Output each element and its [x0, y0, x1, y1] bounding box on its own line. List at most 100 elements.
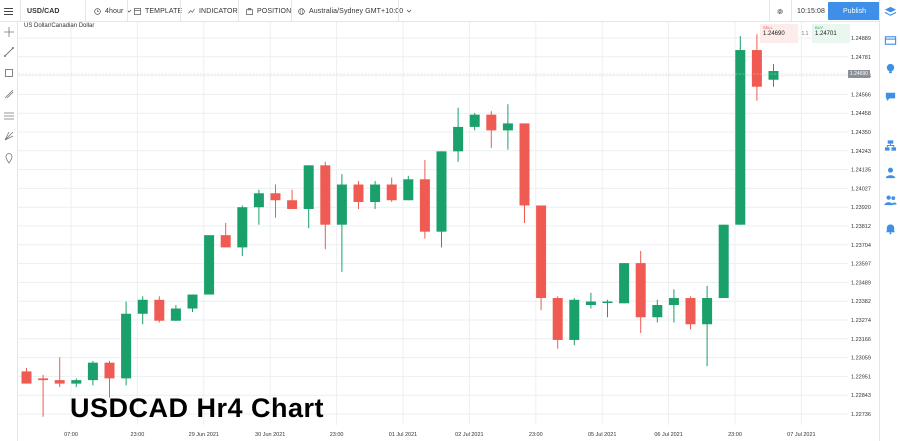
- candle-body: [253, 193, 264, 208]
- chart-grid: [18, 22, 848, 425]
- candle: [370, 181, 381, 209]
- x-tick-label: 02 Jul 2021: [455, 432, 483, 438]
- fib-icon[interactable]: [3, 88, 15, 100]
- candle-body: [419, 179, 430, 232]
- marker-icon[interactable]: [3, 152, 15, 164]
- y-tick-label: 1.24243: [851, 149, 871, 155]
- candle-body: [237, 207, 248, 248]
- candle: [38, 374, 49, 417]
- timezone-select[interactable]: Australia/Sydney GMT+10:00: [298, 0, 416, 22]
- candle: [353, 181, 364, 209]
- candle-body: [519, 123, 530, 206]
- candle-body: [685, 298, 696, 325]
- menu-button[interactable]: [3, 0, 17, 22]
- users-icon[interactable]: [884, 193, 897, 206]
- indicator-icon: [188, 8, 195, 13]
- candle-body: [54, 380, 65, 384]
- candle: [104, 360, 115, 398]
- candle: [436, 151, 447, 248]
- symbol-search[interactable]: USD/CAD: [27, 7, 60, 15]
- gann-icon[interactable]: [3, 130, 15, 142]
- timeframe-select[interactable]: 4hour: [94, 0, 136, 22]
- idea-icon[interactable]: [884, 62, 897, 75]
- chevron-down-icon: [127, 9, 132, 13]
- template-button[interactable]: TEMPLATE: [134, 0, 182, 22]
- candle-body: [220, 235, 231, 248]
- chat-icon[interactable]: [884, 90, 897, 103]
- candle: [536, 205, 547, 311]
- candle-body: [38, 378, 49, 381]
- y-tick-label: 1.24458: [851, 111, 871, 117]
- position-button[interactable]: POSITION: [246, 0, 291, 22]
- y-tick-label: 1.23382: [851, 299, 871, 305]
- buy-button[interactable]: BUY 1.24701: [812, 24, 850, 43]
- candle-body: [71, 380, 82, 384]
- x-tick-label: 23:00: [728, 432, 742, 438]
- layers-icon[interactable]: [884, 5, 897, 18]
- widget-icon[interactable]: [884, 34, 897, 47]
- candle-body: [137, 299, 148, 314]
- rectangle-icon[interactable]: [3, 67, 15, 79]
- x-axis: 07:00 23:00 29 Jun 2021 30 Jun 2021 23:00 01 …: [64, 432, 816, 438]
- right-sidebar: [879, 0, 900, 441]
- indicator-button[interactable]: INDICATOR: [188, 0, 238, 22]
- bell-icon[interactable]: [884, 222, 897, 235]
- x-tick-label: 30 Jun 2021: [255, 432, 285, 438]
- candle: [187, 294, 198, 313]
- x-tick-label: 06 Jul 2021: [654, 432, 682, 438]
- hamburger-icon: [3, 7, 13, 15]
- candle: [718, 224, 729, 299]
- candle: [121, 301, 132, 386]
- template-label: TEMPLATE: [145, 7, 183, 15]
- y-tick-label: 1.24350: [851, 130, 871, 136]
- x-tick-label: 05 Jul 2021: [588, 432, 616, 438]
- candle-body: [320, 165, 331, 225]
- sell-button[interactable]: SELL 1.24690: [760, 24, 798, 43]
- x-tick-label: 07:00: [64, 432, 78, 438]
- hierarchy-icon[interactable]: [884, 139, 897, 152]
- candle: [502, 104, 513, 150]
- globe-icon: [298, 7, 305, 15]
- x-tick-label: 23:00: [529, 432, 543, 438]
- y-tick-label: 1.23274: [851, 318, 871, 324]
- candle: [237, 205, 248, 257]
- candle-body: [386, 184, 397, 201]
- candle-body: [154, 299, 165, 321]
- candle-body: [718, 224, 729, 299]
- candle-body: [536, 205, 547, 299]
- candle-body: [204, 235, 215, 295]
- crosshair-icon[interactable]: [3, 26, 15, 38]
- x-tick-label: 23:00: [131, 432, 145, 438]
- x-tick-label: 23:00: [330, 432, 344, 438]
- candle: [751, 34, 762, 101]
- candle-body: [502, 123, 513, 131]
- y-tick-label: 1.23489: [851, 280, 871, 286]
- candle-body: [21, 371, 32, 384]
- candle: [87, 360, 98, 386]
- candle: [21, 367, 32, 384]
- candle: [685, 296, 696, 330]
- channel-icon[interactable]: [3, 109, 15, 121]
- gear-icon: [777, 8, 783, 14]
- publish-button[interactable]: Publish: [828, 2, 881, 20]
- candle: [270, 184, 281, 218]
- candle: [602, 299, 613, 318]
- candle: [569, 298, 580, 346]
- user-icon[interactable]: [884, 166, 897, 179]
- y-tick-label: 1.24781: [851, 55, 871, 61]
- candle: [635, 250, 646, 333]
- y-tick-label: 1.23166: [851, 337, 871, 343]
- candle-body: [735, 50, 746, 225]
- candle-body: [751, 50, 762, 87]
- top-toolbar: USD/CAD 4hour TEMPLATE INDICATOR POSITIO…: [0, 0, 900, 22]
- buy-price: 1.24701: [815, 31, 837, 37]
- trendline-icon[interactable]: [3, 46, 15, 58]
- candle-body: [569, 299, 580, 340]
- candle: [386, 177, 397, 202]
- candle-body: [270, 193, 281, 201]
- candle-body: [121, 313, 132, 379]
- candle-body: [104, 362, 115, 379]
- overlay-title: USDCAD Hr4 Chart: [70, 393, 325, 423]
- settings-button[interactable]: [776, 0, 788, 22]
